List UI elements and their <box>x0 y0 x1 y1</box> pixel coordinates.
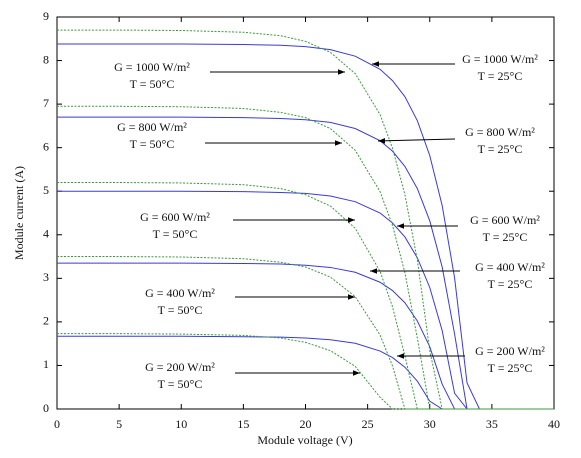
y-tick-label: 3 <box>43 270 49 284</box>
y-axis-label: Module current (A) <box>12 166 26 260</box>
y-tick-label: 8 <box>43 52 49 66</box>
annotation-text: T = 25°C <box>478 69 523 83</box>
annotation-text: T = 50°C <box>158 303 203 317</box>
iv-curve <box>57 105 554 410</box>
annotation-text: G = 600 W/m² <box>470 213 540 227</box>
x-tick-label: 40 <box>548 417 560 431</box>
y-tick-label: 2 <box>43 314 49 328</box>
annotation-text: T = 25°C <box>478 142 523 156</box>
x-tick-label: 30 <box>424 417 436 431</box>
x-tick-label: 5 <box>116 417 122 431</box>
x-tick-label: 25 <box>362 417 374 431</box>
iv-curve <box>57 256 554 410</box>
annotation-text: G = 800 W/m² <box>117 120 187 134</box>
y-tick-label: 9 <box>43 9 49 23</box>
annotation-text: G = 200 W/m² <box>475 344 545 358</box>
annotation-text: T = 25°C <box>483 230 528 244</box>
x-axis-label: Module voltage (V) <box>257 433 352 447</box>
iv-curve <box>57 333 554 410</box>
iv-curve <box>57 116 554 410</box>
annotation-text: G = 400 W/m² <box>475 260 545 274</box>
iv-curve <box>57 182 554 410</box>
y-tick-label: 6 <box>43 139 49 153</box>
annotation-text: G = 600 W/m² <box>140 210 210 224</box>
annotation-text: G = 1000 W/m² <box>114 60 190 74</box>
x-tick-label: 0 <box>54 417 60 431</box>
x-tick-label: 35 <box>486 417 498 431</box>
annotation-text: T = 50°C <box>130 77 175 91</box>
annotation-text: G = 800 W/m² <box>465 125 535 139</box>
annotation-text: T = 50°C <box>153 227 198 241</box>
y-tick-label: 5 <box>43 183 49 197</box>
annotation-text: T = 25°C <box>488 361 533 375</box>
annotation-text: G = 1000 W/m² <box>462 52 538 66</box>
annotation-text: G = 200 W/m² <box>145 360 215 374</box>
x-tick-label: 15 <box>237 417 249 431</box>
y-tick-label: 4 <box>43 227 49 241</box>
annotation-text: T = 25°C <box>488 277 533 291</box>
annotation-arrow <box>377 138 456 144</box>
x-tick-label: 20 <box>300 417 312 431</box>
annotation-text: T = 50°C <box>130 137 175 151</box>
annotation-text: T = 50°C <box>158 377 203 391</box>
y-tick-label: 0 <box>43 401 49 415</box>
iv-curve <box>57 43 554 410</box>
x-tick-label: 10 <box>175 417 187 431</box>
iv-curve <box>57 190 554 410</box>
annotation-text: G = 400 W/m² <box>145 286 215 300</box>
y-tick-label: 7 <box>43 96 49 110</box>
y-tick-label: 1 <box>43 357 49 371</box>
